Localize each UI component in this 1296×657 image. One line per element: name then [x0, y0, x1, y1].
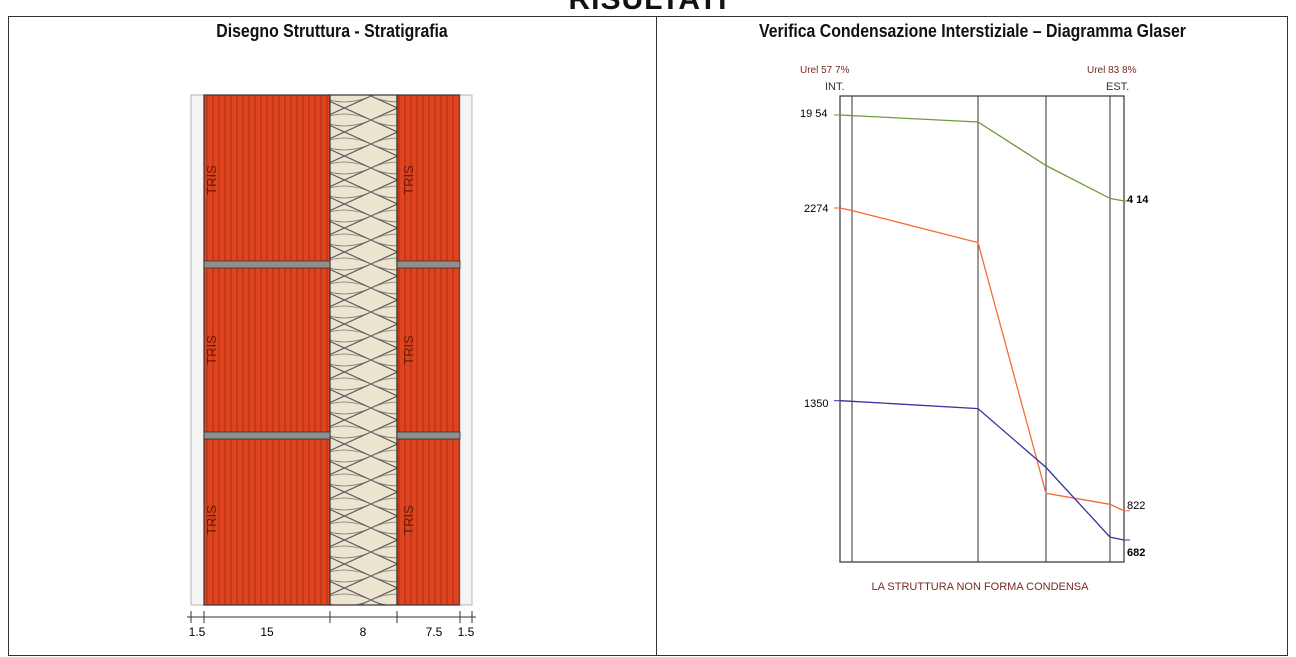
thickness-label: 7.5 — [426, 625, 443, 639]
layer-boundaries — [851, 96, 1111, 562]
brick-mark: TRIS — [204, 165, 219, 195]
brick-mark: TRIS — [401, 335, 416, 365]
stratigraphy-title: Disegno Struttura - Stratigrafia — [216, 21, 448, 41]
brick-mark: TRIS — [401, 165, 416, 195]
glaser-diagram: Urel 57 7% Urel 83 8% INT. EST. 19 54 22… — [800, 65, 1149, 593]
results-frame — [8, 16, 1288, 656]
thickness-label: 1.5 — [458, 625, 475, 639]
diagram-frame — [839, 95, 1125, 563]
thickness-label: 1.5 — [189, 625, 206, 639]
thickness-label: 8 — [360, 625, 367, 639]
mortar-joint — [203, 431, 331, 440]
temperature-line — [839, 114, 1125, 202]
right-value-label: 682 — [1127, 547, 1145, 559]
left-value-label: 2274 — [804, 203, 828, 215]
mortar-joint — [203, 260, 331, 269]
brick-mark: TRIS — [401, 505, 416, 535]
urel-est-label: Urel 83 8% — [1087, 65, 1137, 76]
page-title: RISULTATI — [0, 0, 1296, 17]
right-value-label: 822 — [1127, 500, 1145, 512]
est-label: EST. — [1106, 81, 1129, 93]
thickness-label: 15 — [260, 625, 274, 639]
condensation-result: LA STRUTTURA NON FORMA CONDENSA — [872, 581, 1090, 593]
left-value-label: 1350 — [804, 398, 828, 410]
vapour_pressure-line — [839, 400, 1125, 541]
brick-mark: TRIS — [204, 505, 219, 535]
panel-divider — [656, 16, 657, 656]
insulation-layer-8 — [329, 94, 398, 606]
urel-int-label: Urel 57 7% — [800, 65, 850, 76]
brick-mark: TRIS — [204, 335, 219, 365]
inner-plaster-layer — [459, 94, 473, 606]
glaser-title: Verifica Condensazione Interstiziale – D… — [759, 21, 1186, 41]
left-value-label: 19 54 — [800, 108, 828, 120]
outer-plaster-layer — [190, 94, 205, 606]
mortar-joint — [396, 260, 461, 269]
glaser-series-group — [834, 114, 1130, 541]
int-label: INT. — [825, 81, 845, 93]
mortar-joint — [396, 431, 461, 440]
saturation_pressure-line — [839, 207, 1125, 512]
stratigraphy-drawing: TRIS TRIS TRIS TRIS TRIS TRIS 1.5 15 8 7… — [187, 94, 476, 639]
brick-layer-15 — [203, 94, 331, 606]
right-value-label: 4 14 — [1127, 194, 1149, 206]
